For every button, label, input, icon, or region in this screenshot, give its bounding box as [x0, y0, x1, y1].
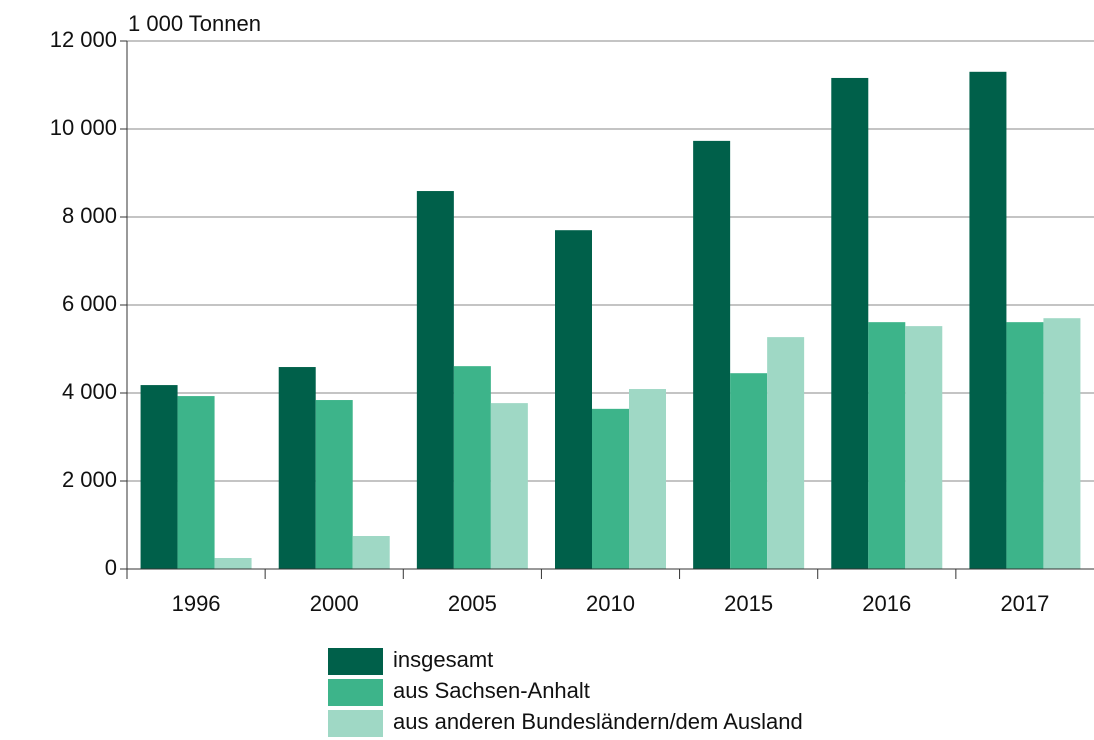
legend-swatch — [328, 648, 383, 675]
legend-label: insgesamt — [393, 647, 493, 672]
y-tick-label: 4 000 — [62, 379, 117, 404]
bar — [592, 408, 629, 569]
x-tick-label: 2010 — [586, 591, 635, 616]
x-tick-label: 2005 — [448, 591, 497, 616]
y-tick-label: 12 000 — [50, 27, 117, 52]
bar — [868, 322, 906, 569]
legend-swatch — [328, 679, 383, 706]
bar — [214, 558, 252, 569]
bar — [1006, 322, 1044, 569]
bar — [969, 71, 1007, 570]
bar — [278, 367, 316, 569]
bar — [177, 396, 215, 569]
y-tick-label: 2 000 — [62, 467, 117, 492]
legend-label: aus anderen Bundesländern/dem Ausland — [393, 709, 803, 734]
x-tick-label: 2017 — [1000, 591, 1049, 616]
y-tick-label: 0 — [105, 555, 117, 580]
bar — [352, 536, 390, 569]
x-tick-label: 2016 — [862, 591, 911, 616]
bar — [453, 366, 491, 569]
y-tick-label: 6 000 — [62, 291, 117, 316]
bar — [905, 326, 943, 569]
bar — [629, 389, 666, 569]
x-tick-label: 2015 — [724, 591, 773, 616]
y-axis-label: 1 000 Tonnen — [128, 11, 261, 36]
bar — [831, 77, 869, 570]
bar — [1043, 318, 1081, 569]
x-tick-label: 1996 — [172, 591, 221, 616]
bar — [490, 403, 528, 569]
bar — [730, 373, 768, 569]
legend-label: aus Sachsen-Anhalt — [393, 678, 590, 703]
y-tick-label: 10 000 — [50, 115, 117, 140]
bar — [555, 230, 592, 569]
bar — [315, 400, 353, 569]
bar — [693, 140, 731, 569]
bar — [767, 337, 805, 569]
legend-swatch — [328, 710, 383, 737]
y-tick-label: 8 000 — [62, 203, 117, 228]
x-tick-label: 2000 — [310, 591, 359, 616]
bar — [140, 385, 178, 569]
bar — [416, 191, 454, 570]
